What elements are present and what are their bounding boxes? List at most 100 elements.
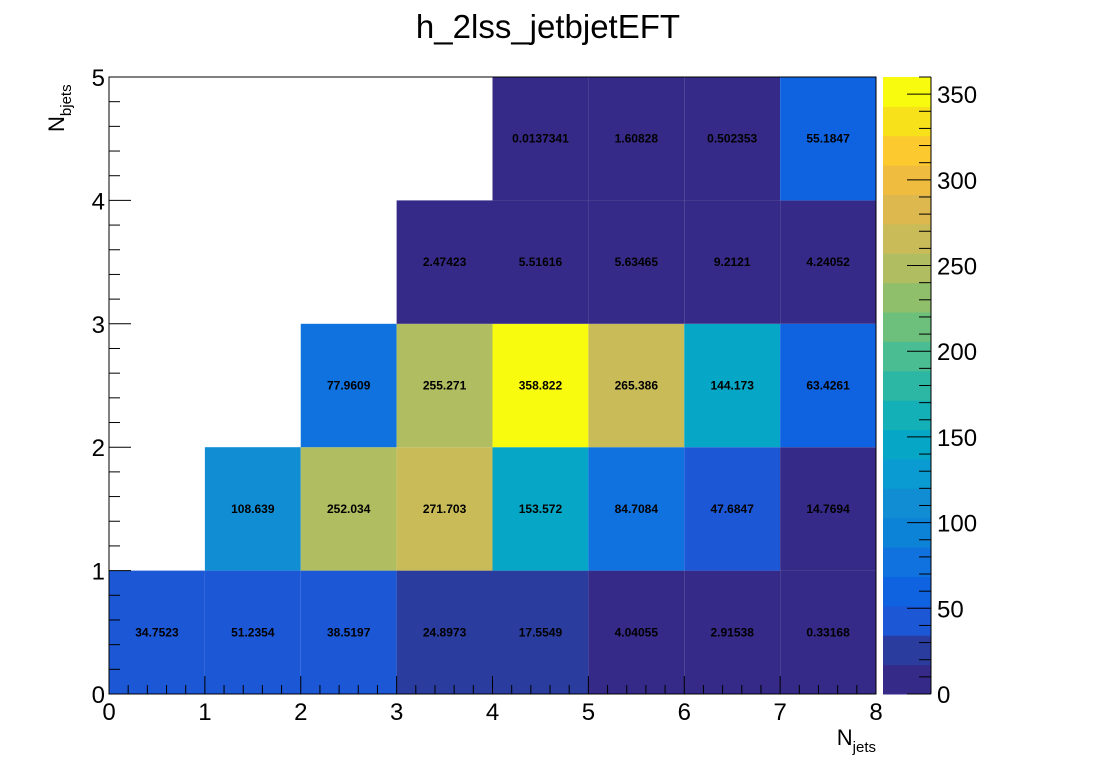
cell-value-label: 255.271 [423,379,467,393]
color-scale-swatch [883,429,931,460]
heatmap-cell [780,447,876,571]
cell-value-label: 38.5197 [327,625,371,639]
cell-value-label: 108.639 [231,502,275,516]
color-scale-swatch [883,223,931,254]
cell-value-label: 0.502353 [707,132,757,146]
y-tick-label: 4 [92,188,105,215]
x-axis-label-main: N [837,725,853,750]
heatmap-cell [300,323,397,448]
cell-value-label: 0.33168 [806,625,850,639]
color-scale-swatch [883,341,931,372]
z-tick-label: 150 [937,425,977,452]
cell-value-label: 17.5549 [519,625,563,639]
x-tick-label: 8 [869,699,882,726]
heatmap-cell [684,200,781,324]
cell-value-label: 84.7084 [615,502,659,516]
cell-value-label: 2.91538 [710,625,754,639]
cell-value-label: 2.47423 [423,255,467,269]
x-tick-label: 5 [582,699,595,726]
z-tick-label: 200 [937,339,977,366]
x-axis-label-sub: jets [852,739,876,756]
heatmap-cell [396,200,493,324]
color-scale-swatch [883,400,931,431]
heatmap-cell [396,570,493,694]
heatmap-cell [492,570,589,694]
color-scale-swatch [883,135,931,166]
y-tick-label: 0 [92,682,105,709]
heatmap-cell [204,447,301,571]
x-axis-label: Njets [837,725,876,756]
heatmap-cell [588,447,685,571]
x-tick-label: 6 [678,699,691,726]
color-scale-swatch [883,282,931,313]
color-scale-axis: 0 50 100 150 200 250 300 350 [907,76,977,709]
heatmap-cell-labels: 34.7523 51.2354 38.5197 24.8973 17.5549 4.040… [135,132,850,640]
y-axis-label-main: N [44,116,69,132]
cell-value-label: 0.0137341 [512,132,569,146]
heatmap-cell [780,200,876,324]
heatmap-cell [684,447,781,571]
cell-value-label: 1.60828 [615,132,659,146]
y-axis-label: Nbjets [44,84,75,132]
cell-value-label: 4.04055 [615,625,659,639]
z-tick-label: 350 [937,82,977,109]
heatmap-cell [300,447,397,571]
y-axis: 0 1 2 3 4 5 [92,65,131,709]
color-scale-swatch [883,547,931,577]
z-tick-label: 50 [937,596,964,623]
cell-value-label: 4.24052 [806,255,850,269]
x-tick-label: 1 [198,699,211,726]
color-scale-swatch [883,488,931,519]
z-tick-label: 250 [937,254,977,281]
cell-value-label: 265.386 [615,379,659,393]
color-scale-swatch [883,77,931,107]
cell-value-label: 5.51616 [519,255,563,269]
heatmap-cell [780,323,876,448]
color-scale-swatch [883,194,931,225]
y-axis-label-sub: bjets [58,84,75,116]
heatmap-cell [492,77,589,201]
heatmap-cell [588,200,685,324]
z-tick-label: 0 [937,682,950,709]
y-tick-label: 5 [92,65,105,92]
color-scale-swatch [883,605,931,636]
color-scale-swatch [883,458,931,489]
chart-title: h_2lss_jetbjetEFT [416,8,680,45]
z-tick-label: 300 [937,168,977,195]
cell-value-label: 55.1847 [806,132,850,146]
cell-value-label: 153.572 [519,502,563,516]
cell-value-label: 63.4261 [806,379,850,393]
color-scale-swatch [883,253,931,284]
cell-value-label: 51.2354 [231,625,275,639]
heatmap-cell [396,447,493,571]
cell-value-label: 358.822 [519,379,563,393]
color-scale-swatch [883,635,931,666]
cell-value-label: 47.6847 [710,502,754,516]
x-tick-label: 4 [486,699,499,726]
x-tick-label: 2 [294,699,307,726]
heatmap-cell [684,77,781,201]
y-tick-label: 1 [92,559,105,586]
heatmap-cell [588,323,685,448]
heatmap-cell [492,447,589,571]
cell-value-label: 144.173 [710,379,754,393]
heatmap-cell [492,200,589,324]
cell-value-label: 34.7523 [135,625,179,639]
cell-value-label: 24.8973 [423,625,467,639]
x-axis: 0 1 2 3 4 5 6 7 8 [102,676,883,726]
heatmap-cell [492,323,589,448]
color-scale-bar [883,77,931,695]
heatmap-cell [109,570,205,694]
heatmap-cell [780,77,876,201]
cell-value-label: 14.7694 [806,502,850,516]
x-tick-label: 0 [102,699,115,726]
heatmap-cell [684,323,781,448]
heatmap-cell [684,570,781,694]
cell-value-label: 252.034 [327,502,371,516]
cell-value-label: 271.703 [423,502,467,516]
heatmap-cell [588,77,685,201]
y-tick-label: 3 [92,312,105,339]
y-tick-label: 2 [92,435,105,462]
cell-value-label: 77.9609 [327,379,371,393]
